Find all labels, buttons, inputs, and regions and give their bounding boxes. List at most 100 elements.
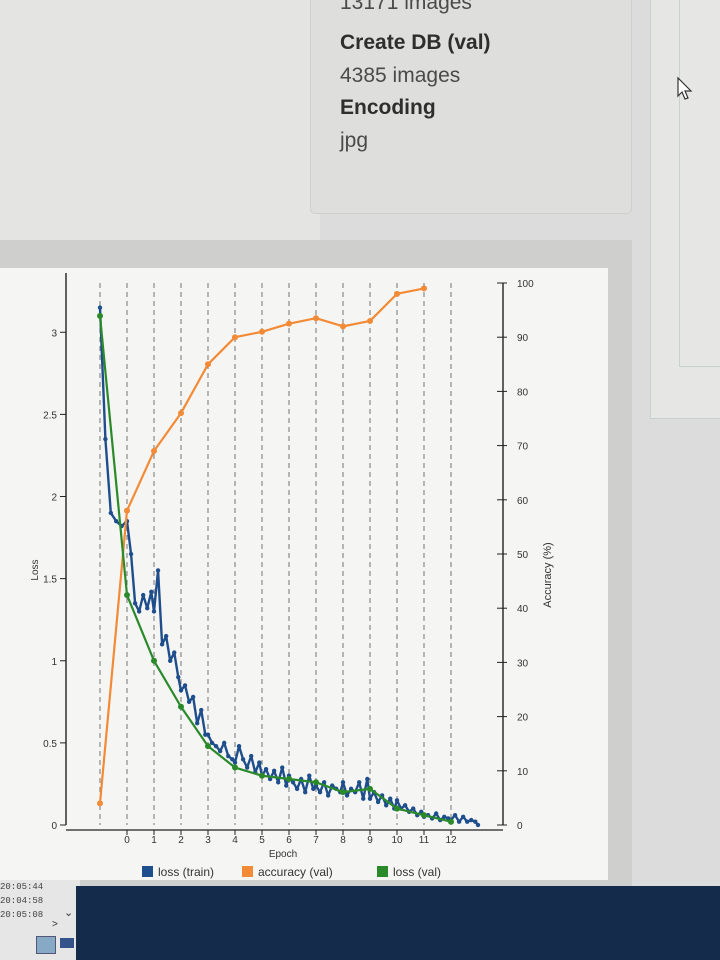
data-point-loss_train: [240, 757, 246, 762]
data-point-loss_train: [367, 796, 373, 801]
data-point-loss_val: [259, 772, 265, 779]
chart-legend: loss (train) accuracy (val) loss (val): [142, 865, 441, 879]
data-point-loss_train: [263, 766, 269, 772]
x-tick-label: 4: [232, 835, 238, 846]
data-point-loss_train: [178, 688, 184, 693]
data-point-loss_train: [394, 798, 400, 803]
x-tick-label: 12: [445, 835, 457, 846]
data-point-loss_train: [141, 592, 146, 598]
x-tick-label: 3: [205, 835, 211, 846]
data-point-accuracy_val: [259, 328, 265, 335]
legend-label-loss_train: loss (train): [158, 865, 214, 879]
right-side-inner-panel: [679, 0, 720, 367]
data-point-loss_train: [114, 518, 119, 524]
data-point-loss_val: [421, 812, 427, 819]
time-entry-1: 20:05:44: [0, 882, 44, 892]
data-point-loss_train: [460, 814, 466, 819]
data-point-loss_train: [433, 811, 439, 816]
data-point-loss_train: [213, 743, 219, 749]
chart-series: [97, 285, 481, 828]
y-tick-label-right: 50: [517, 550, 529, 561]
data-point-accuracy_val: [340, 323, 346, 330]
data-point-loss_train: [357, 780, 362, 785]
y-tick-label-right: 40: [517, 604, 529, 615]
data-point-loss_train: [190, 694, 196, 700]
legend-label-accuracy_val: accuracy (val): [258, 865, 333, 879]
y-tick-label-right: 70: [517, 442, 529, 453]
data-point-accuracy_val: [367, 317, 373, 324]
data-point-loss_train: [375, 799, 381, 805]
y-tick-label-right: 30: [517, 658, 529, 669]
x-tick-label: 8: [340, 835, 346, 846]
legend-swatch-accuracy_val: [242, 866, 253, 877]
data-point-accuracy_val: [394, 290, 400, 297]
legend-swatch-loss_train: [142, 866, 153, 877]
data-point-loss_train: [321, 780, 327, 785]
data-point-accuracy_val: [286, 320, 292, 327]
data-point-loss_train: [384, 803, 389, 808]
data-point-loss_train: [456, 819, 462, 824]
taskbar-app-icon[interactable]: [36, 936, 56, 954]
x-tick-label: 11: [419, 835, 430, 846]
data-point-loss_val: [151, 657, 157, 664]
page-background: [0, 0, 320, 250]
data-point-accuracy_val: [205, 361, 211, 368]
time-entry-2: 20:04:58: [0, 896, 44, 906]
data-point-loss_train: [290, 780, 296, 785]
data-point-loss_train: [442, 814, 447, 819]
data-point-loss_val: [124, 592, 130, 599]
data-point-loss_train: [411, 806, 416, 811]
data-point-loss_val: [232, 764, 238, 771]
encoding-value: jpg: [340, 129, 369, 152]
x-tick-label: 2: [178, 835, 184, 846]
data-point-accuracy_val: [124, 507, 130, 514]
data-point-loss_train: [168, 658, 173, 663]
chevron-right-icon[interactable]: >: [52, 919, 58, 930]
data-point-loss_train: [361, 796, 366, 801]
y-tick-label-right: 100: [517, 279, 534, 290]
y-tick-label-left: 0: [51, 821, 57, 832]
data-point-loss_val: [394, 805, 400, 812]
data-point-loss_train: [230, 757, 235, 762]
y-tick-label-right: 90: [517, 333, 529, 344]
data-point-loss_train: [475, 822, 481, 828]
y-axis-label-right: Accuracy (%): [542, 542, 554, 607]
x-tick-label: 1: [151, 835, 157, 846]
data-point-accuracy_val: [178, 410, 184, 417]
data-point-loss_train: [159, 642, 165, 647]
data-point-loss_train: [176, 674, 181, 680]
data-point-loss_train: [149, 589, 154, 594]
legend-label-loss_val: loss (val): [393, 865, 441, 879]
data-point-loss_train: [199, 707, 204, 713]
data-point-loss_train: [236, 743, 242, 749]
y-tick-label-left: 2: [51, 493, 57, 504]
chevron-down-icon[interactable]: ⌄: [64, 907, 74, 919]
data-point-accuracy_val: [421, 285, 427, 292]
data-point-loss_train: [257, 760, 262, 765]
data-point-loss_train: [284, 783, 289, 788]
data-point-loss_train: [205, 732, 211, 737]
train-image-count: 13171 images: [340, 0, 472, 14]
y-tick-label-left: 3: [51, 328, 57, 339]
data-point-loss_train: [151, 609, 157, 614]
create-db-val-heading: Create DB (val): [340, 31, 491, 54]
data-point-loss_train: [182, 683, 188, 688]
dataset-info-card: 13171 images Create DB (val) 4385 images…: [310, 0, 632, 214]
x-tick-label: 5: [259, 835, 265, 846]
data-point-loss_train: [145, 606, 150, 611]
data-point-loss_train: [155, 568, 161, 573]
data-point-loss_train: [280, 765, 285, 770]
legend-swatch-loss_val: [377, 866, 388, 877]
data-point-loss_train: [365, 776, 370, 782]
data-point-loss_train: [103, 436, 108, 442]
data-point-loss_val: [448, 818, 454, 825]
data-point-loss_train: [222, 740, 227, 746]
data-point-loss_train: [402, 803, 408, 808]
taskbar-app-icon-2[interactable]: [60, 938, 74, 948]
mouse-pointer-icon: [677, 76, 693, 100]
right-side-panel: [650, 0, 720, 419]
data-point-loss_train: [311, 786, 316, 792]
data-point-loss_train: [340, 780, 346, 785]
data-point-loss_val: [97, 312, 103, 319]
data-point-loss_train: [388, 796, 393, 801]
